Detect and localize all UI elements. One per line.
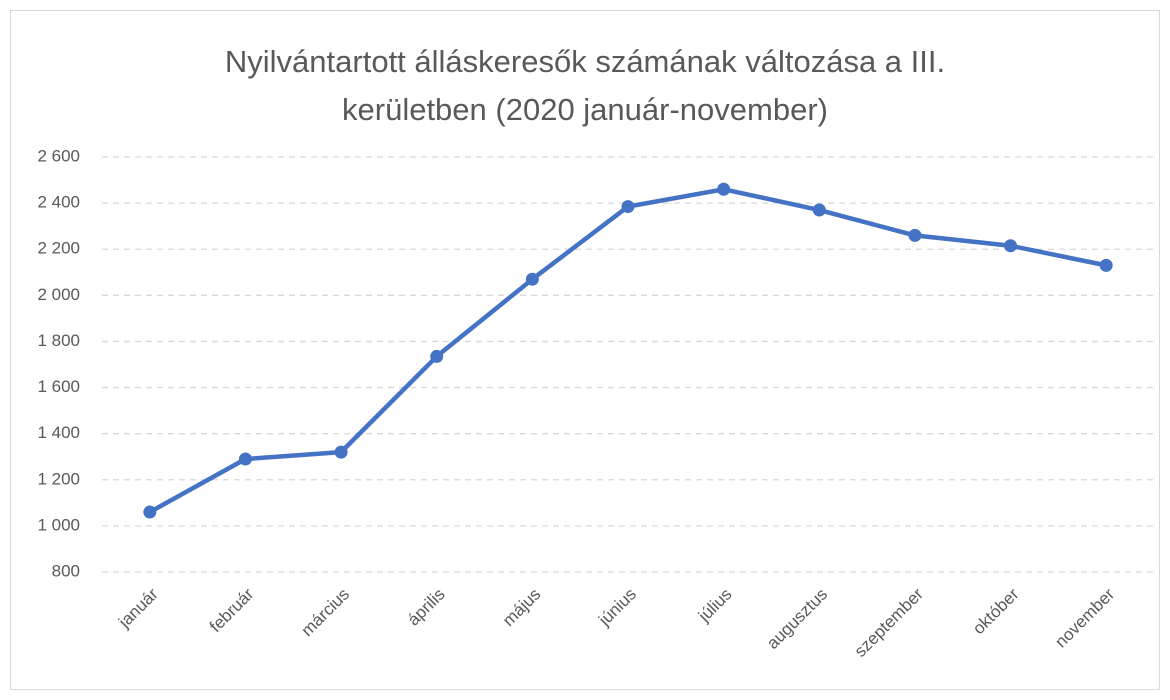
data-point bbox=[238, 452, 252, 466]
data-point bbox=[717, 182, 731, 196]
y-tick-label: 2 000 bbox=[37, 285, 80, 304]
data-point bbox=[334, 445, 348, 459]
data-point bbox=[1099, 258, 1113, 272]
y-tick-label: 1 800 bbox=[37, 331, 80, 350]
data-point bbox=[621, 200, 635, 214]
y-tick-label: 2 200 bbox=[37, 239, 80, 258]
chart-title: Nyilvántartott álláskeresők számának vál… bbox=[224, 44, 946, 127]
data-point bbox=[430, 349, 444, 363]
y-tick-label: 2 600 bbox=[37, 146, 80, 165]
y-tick-label: 1 400 bbox=[37, 423, 80, 442]
y-tick-label: 800 bbox=[52, 561, 80, 580]
y-tick-label: 1 200 bbox=[37, 469, 80, 488]
y-tick-label: 1 600 bbox=[37, 377, 80, 396]
y-tick-label: 1 000 bbox=[37, 515, 80, 534]
data-point bbox=[812, 203, 826, 217]
data-point bbox=[525, 272, 539, 286]
data-point bbox=[1004, 239, 1018, 253]
data-point bbox=[908, 228, 922, 242]
data-point bbox=[143, 505, 157, 519]
chart-border bbox=[10, 10, 1160, 690]
y-tick-label: 2 400 bbox=[37, 193, 80, 212]
